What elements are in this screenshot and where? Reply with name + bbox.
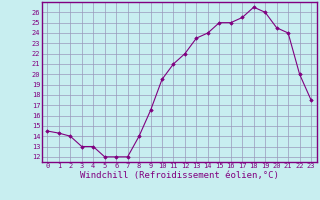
X-axis label: Windchill (Refroidissement éolien,°C): Windchill (Refroidissement éolien,°C) xyxy=(80,171,279,180)
